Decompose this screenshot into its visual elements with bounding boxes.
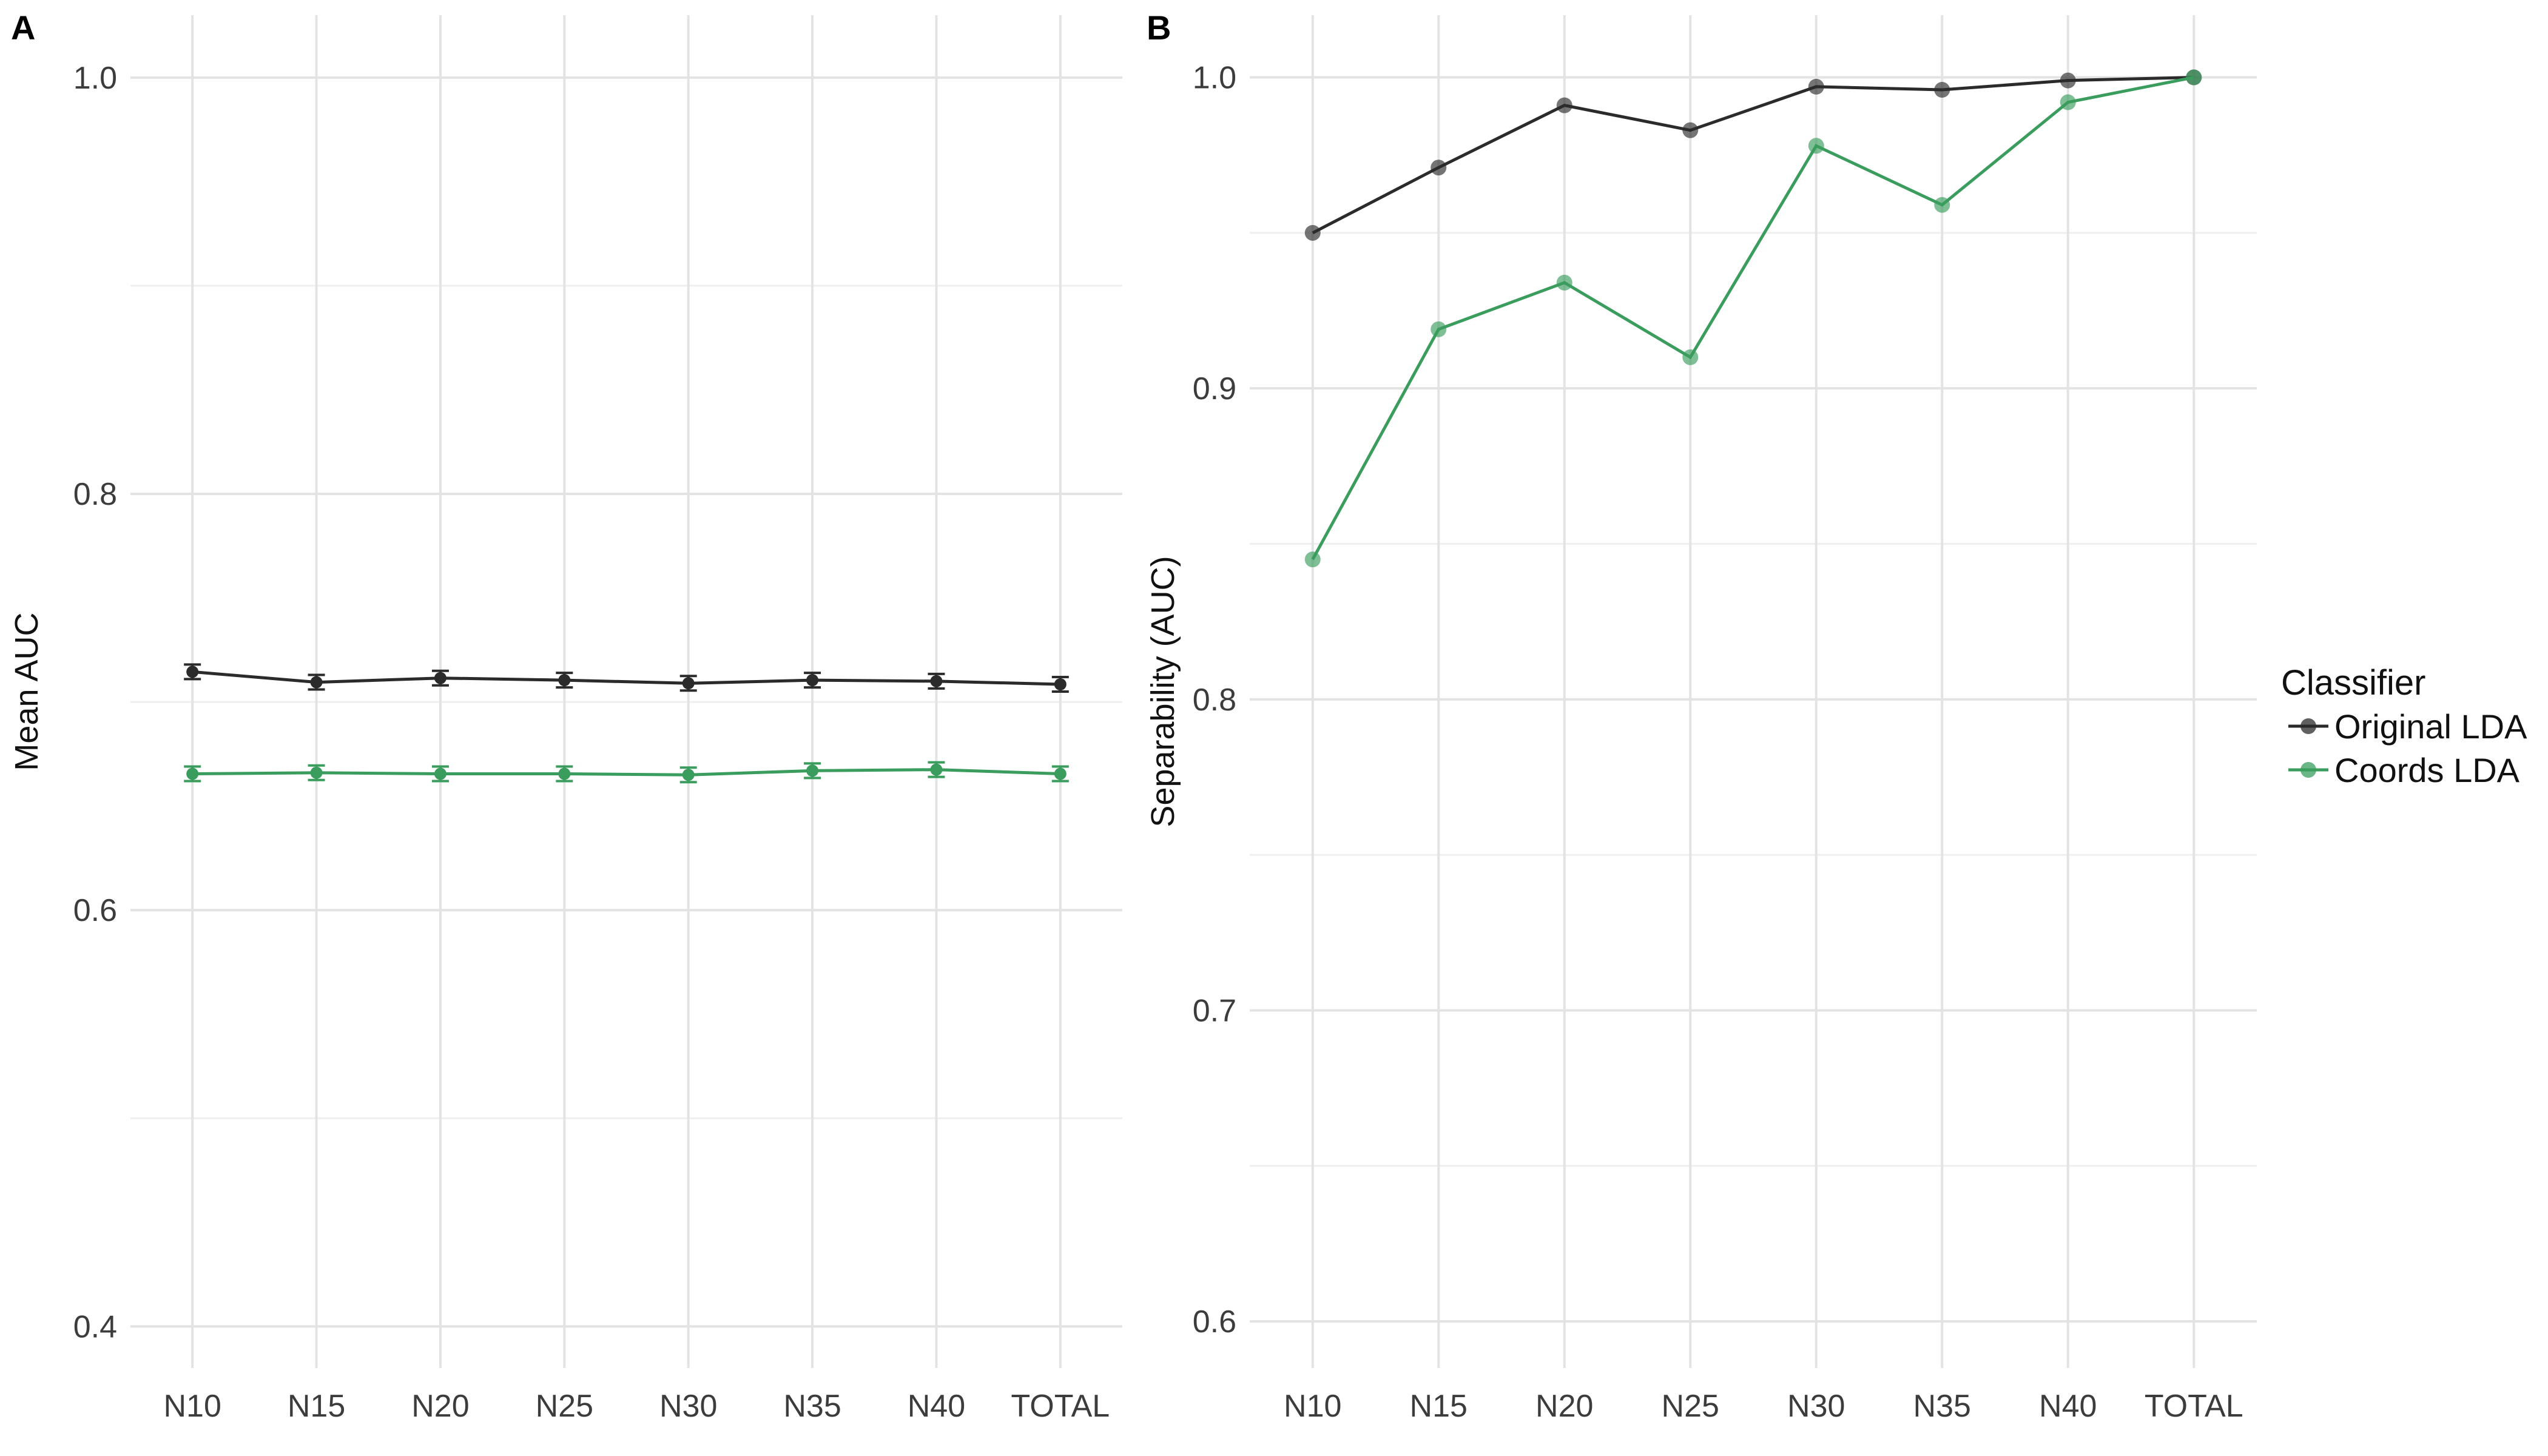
data-point xyxy=(1808,78,1824,95)
series-line-original-lda xyxy=(192,670,1060,686)
legend-key-point xyxy=(2300,718,2316,734)
data-point xyxy=(1682,122,1699,138)
y-axis-title: Separability (AUC) xyxy=(1145,556,1181,827)
data-point xyxy=(1054,678,1067,690)
legend-key-point xyxy=(2300,762,2316,778)
panel-a: A 0.4 0.6 0.8 1.0 N10 N15 N20 N25 N30 N35 N40 TOTAL M… xyxy=(8,8,1122,1424)
data-point xyxy=(1934,82,1950,98)
data-point xyxy=(186,666,199,678)
data-point xyxy=(806,764,819,777)
legend-item-coords-lda: Coords LDA xyxy=(2288,751,2520,789)
data-point xyxy=(930,763,943,776)
data-point xyxy=(1431,160,1447,176)
data-point xyxy=(434,672,447,684)
x-tick-label-n20: N20 xyxy=(1535,1389,1593,1424)
y-axis-title: Mean AUC xyxy=(8,612,45,770)
series-original-lda xyxy=(184,663,1069,693)
y-tick-label: 0.7 xyxy=(1193,993,1236,1028)
series-line-coords-lda xyxy=(192,768,1060,777)
legend-label: Original LDA xyxy=(2334,707,2527,746)
panel-b: B 0.6 0.7 0.8 0.9 1.0 N10 N15 N20 N25 N30 N35 N40 TOT… xyxy=(1145,8,2257,1424)
x-tick-label-n10: N10 xyxy=(1284,1389,1341,1424)
x-tick-label-n35: N35 xyxy=(1913,1389,1971,1424)
data-point xyxy=(1304,551,1321,568)
data-point xyxy=(682,769,695,781)
data-point xyxy=(434,767,447,780)
series-line-coords-lda xyxy=(1311,76,2194,561)
data-point xyxy=(806,674,819,687)
data-point xyxy=(186,767,199,780)
y-tick-label: 0.6 xyxy=(73,893,117,928)
x-tick-label-n15: N15 xyxy=(288,1389,345,1424)
y-tick-label: 0.8 xyxy=(73,477,117,512)
data-point xyxy=(1556,97,1572,113)
y-tick-label: 1.0 xyxy=(1193,61,1236,96)
y-tick-label: 0.6 xyxy=(1193,1304,1236,1340)
series-line-original-lda xyxy=(1312,76,2194,235)
y-tick-label: 0.4 xyxy=(73,1309,117,1344)
series-coords-lda xyxy=(184,761,1069,784)
data-point xyxy=(1682,349,1699,365)
x-tick-label-n40: N40 xyxy=(2039,1389,2097,1424)
data-point xyxy=(1934,197,1950,213)
data-point xyxy=(1556,274,1572,291)
x-tick-label-total: TOTAL xyxy=(2145,1389,2243,1424)
panel-label: A xyxy=(11,8,35,47)
x-tick-label-n25: N25 xyxy=(536,1389,593,1424)
data-point xyxy=(310,676,323,689)
x-tick-label-n30: N30 xyxy=(1787,1389,1845,1424)
data-point xyxy=(2060,94,2076,110)
data-point xyxy=(1304,224,1321,241)
series-coords-lda xyxy=(1304,69,2202,568)
legend-title: Classifier xyxy=(2281,663,2426,703)
y-tick-label: 0.8 xyxy=(1193,682,1236,718)
x-tick-label-n20: N20 xyxy=(411,1389,469,1424)
x-tick-label-n30: N30 xyxy=(659,1389,717,1424)
x-tick-label-n10: N10 xyxy=(163,1389,221,1424)
x-tick-label-n40: N40 xyxy=(908,1389,965,1424)
data-point xyxy=(1431,321,1447,337)
legend: Classifier Original LDA Coords LDA xyxy=(2281,663,2527,789)
data-point xyxy=(1808,138,1824,154)
x-tick-label-n35: N35 xyxy=(783,1389,841,1424)
legend-label: Coords LDA xyxy=(2334,751,2520,789)
y-tick-label: 1.0 xyxy=(73,61,117,96)
legend-item-original-lda: Original LDA xyxy=(2288,707,2527,746)
data-point xyxy=(310,766,323,779)
data-point xyxy=(2060,72,2076,89)
data-point xyxy=(2186,69,2202,86)
x-tick-label-n25: N25 xyxy=(1662,1389,1719,1424)
x-tick-label-n15: N15 xyxy=(1410,1389,1468,1424)
data-point xyxy=(930,675,943,687)
x-tick-label-total: TOTAL xyxy=(1011,1389,1110,1424)
data-point xyxy=(1054,767,1067,780)
data-point xyxy=(682,677,695,690)
y-tick-label: 0.9 xyxy=(1193,371,1236,406)
data-point xyxy=(558,767,571,780)
data-point xyxy=(558,674,571,687)
panel-label: B xyxy=(1147,8,1171,47)
